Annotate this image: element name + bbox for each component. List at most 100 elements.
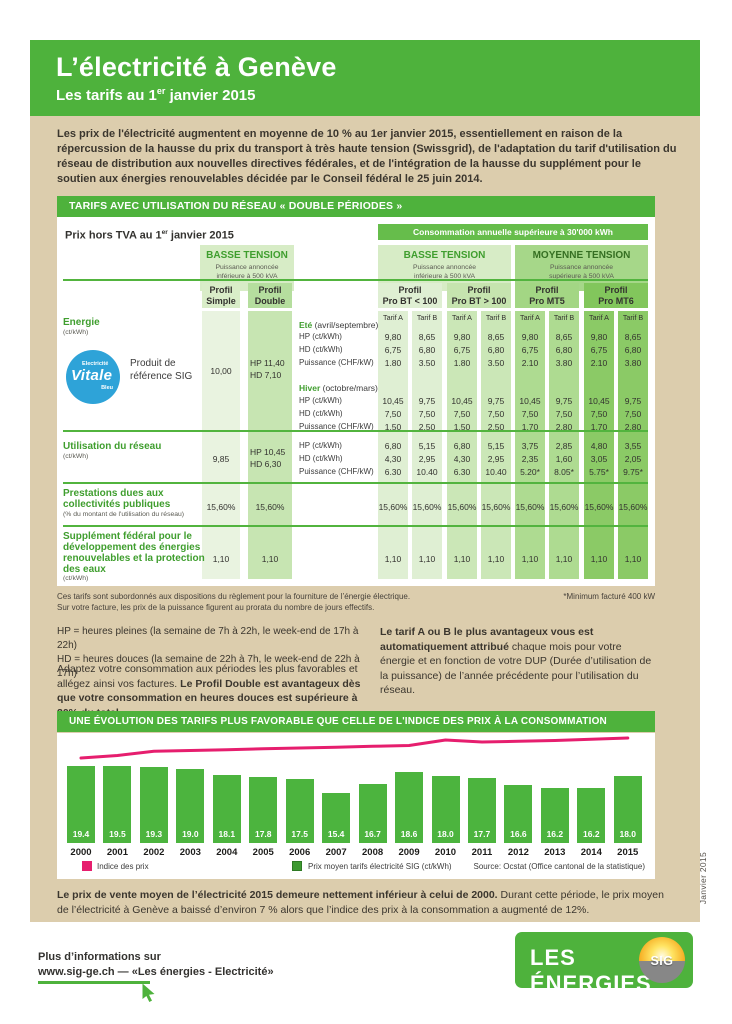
profile-header-simple: Profil Simple bbox=[202, 283, 240, 308]
chart-year-label: 2015 bbox=[617, 847, 639, 858]
tarif-column-header: Tarif B bbox=[416, 313, 438, 322]
tariff-value-cell: 4,30 bbox=[384, 454, 402, 464]
legend-swatch-index bbox=[82, 861, 92, 871]
tariff-value-cell: 7,50 bbox=[453, 409, 471, 419]
chart-bar bbox=[467, 777, 496, 843]
tariff-value-cell: 6,80 bbox=[624, 345, 642, 355]
tariff-value-cell: 2.10 bbox=[521, 358, 539, 368]
sig-logo-text: SIG bbox=[650, 954, 674, 968]
advice-paragraph: Adaptez votre consommation aux périodes … bbox=[57, 662, 372, 720]
chart-bar-value: 17.8 bbox=[254, 829, 272, 839]
tarif-column-header: Tarif A bbox=[383, 313, 403, 322]
tariff-value-cell: 1.70 bbox=[590, 422, 608, 432]
hp-definition: HP = heures pleines (la semaine de 7h à … bbox=[57, 626, 359, 651]
advice-normal: Adaptez votre consommation aux périodes … bbox=[57, 663, 358, 690]
profile-l1: Profil bbox=[209, 285, 233, 295]
row-label-supplement-3: renouvelables et la protection bbox=[63, 553, 205, 564]
tariff-value-cell: 15,60% bbox=[447, 502, 477, 512]
row-divider bbox=[63, 482, 648, 484]
tariff-value-cell: 6,75 bbox=[453, 345, 471, 355]
row-unit-prestations: (% du montant de l'utilisation du réseau… bbox=[63, 511, 185, 518]
tariff-value-cell: 10,45 bbox=[588, 396, 610, 406]
tariff-value-cell: 2,85 bbox=[555, 441, 573, 451]
conclusion-bold: Le prix de vente moyen de l’électricité … bbox=[57, 889, 498, 901]
ete-bold: Eté bbox=[299, 320, 313, 330]
chart-year-label: 2013 bbox=[544, 847, 566, 858]
group-sub2: inférieure à 500 kVA bbox=[216, 272, 278, 280]
profile-header-double: Profil Double bbox=[248, 283, 292, 308]
chart-source: Source: Ocstat (Office cantonal de la st… bbox=[473, 862, 646, 871]
tariff-value-cell: 6.30 bbox=[453, 467, 471, 477]
tariff-value-cell: 15,60% bbox=[515, 502, 545, 512]
sublabel-puissance-utilisation: Puissance (CHF/kW) bbox=[299, 467, 374, 476]
tariff-value-cell: 1,10 bbox=[624, 554, 642, 564]
tariff-value-cell: 9,80 bbox=[590, 332, 608, 342]
tariff-value-cell: 9.75* bbox=[623, 467, 643, 477]
price-evolution-chart: 19.4 2000 19.5 2001 19.3 2002 19.0 2003 18.1 2004… bbox=[57, 733, 655, 879]
tariff-value-cell: 6,75 bbox=[590, 345, 608, 355]
tariff-value-cell: 10,45 bbox=[382, 396, 404, 406]
sig-gray-half bbox=[639, 960, 685, 983]
utilisation-double-hd: HD 6,30 bbox=[250, 459, 282, 469]
sublabel-puissance-hiver: Puissance (CHF/kW) bbox=[299, 422, 374, 431]
profile-l2: Simple bbox=[206, 296, 236, 306]
page-subtitle: Les tarifs au 1er janvier 2015 bbox=[56, 86, 700, 104]
legend-swatch-sig-price bbox=[292, 861, 302, 871]
chart-bar-value: 19.4 bbox=[72, 829, 90, 839]
sig-logo-icon: SIG bbox=[639, 937, 685, 983]
chart-bar bbox=[358, 784, 387, 843]
chart-bar-value: 18.1 bbox=[218, 829, 236, 839]
subtitle-sup: er bbox=[156, 86, 166, 96]
tariff-value-cell: 7,50 bbox=[384, 409, 402, 419]
les-energies-sig-logo: LES ÉNERGIES SIG bbox=[515, 932, 693, 996]
tarif-column-header: Tarif A bbox=[452, 313, 472, 322]
chart-bar bbox=[504, 784, 533, 843]
tariff-value-cell: 1,10 bbox=[384, 554, 402, 564]
tariff-value-cell: 10,45 bbox=[451, 396, 473, 406]
tariff-value-cell: 3,05 bbox=[590, 454, 608, 464]
bars-layer: 19.4 2000 19.5 2001 19.3 2002 19.0 2003 18.1 2004… bbox=[57, 733, 655, 879]
tarif-column-header: Tarif A bbox=[589, 313, 609, 322]
chart-year-label: 2000 bbox=[70, 847, 92, 858]
tariff-value-cell: 1,10 bbox=[521, 554, 539, 564]
group-sub1: Puissance annoncée bbox=[215, 264, 279, 271]
tariff-value-cell: 2.80 bbox=[624, 422, 642, 432]
tariff-value-cell: 7,50 bbox=[624, 409, 642, 419]
tariff-value-cell: 9,75 bbox=[487, 396, 505, 406]
chart-year-label: 2010 bbox=[434, 847, 457, 858]
website-link[interactable]: www.sig-ge.ch bbox=[38, 966, 115, 978]
sublabel-hp-hiver: HP (ct/kWh) bbox=[299, 396, 342, 405]
footnote-minimum: *Minimum facturé 400 kW bbox=[563, 592, 655, 601]
chart-year-label: 2014 bbox=[580, 847, 602, 858]
tariff-value-cell: 15,60% bbox=[481, 502, 511, 512]
column-stripe-tarif-6 bbox=[549, 311, 579, 579]
prestations-simple-value: 15,60% bbox=[206, 502, 236, 512]
chart-bar bbox=[67, 766, 95, 843]
profile-header-pro-bt-lt-100: Profil Pro BT < 100 bbox=[378, 283, 442, 308]
tariff-value-cell: 4,30 bbox=[453, 454, 471, 464]
row-unit-supplement: (ct/kWh) bbox=[63, 575, 89, 582]
tariff-value-cell: 6,80 bbox=[555, 345, 573, 355]
chart-bar-value: 17.7 bbox=[473, 829, 491, 839]
group-title: BASSE TENSION bbox=[206, 250, 288, 261]
row-label-energie: Energie bbox=[63, 317, 100, 328]
tariff-value-cell: 8,65 bbox=[418, 332, 436, 342]
subtitle-pre: Les tarifs au 1 bbox=[56, 87, 157, 104]
badge-main-text: Vitale bbox=[71, 367, 113, 384]
price-note-sup: er bbox=[161, 229, 168, 236]
tariff-value-cell: 6,75 bbox=[521, 345, 539, 355]
chart-bar-value: 16.7 bbox=[364, 829, 381, 839]
tariff-value-cell: 2,95 bbox=[487, 454, 505, 464]
profile-l1: Profil bbox=[258, 285, 282, 295]
chart-bar bbox=[577, 787, 606, 843]
tarif-column-header: Tarif A bbox=[520, 313, 540, 322]
utilisation-simple-value: 9,85 bbox=[212, 454, 230, 464]
profile-l1: Profil bbox=[535, 285, 559, 295]
tariff-value-cell: 9,80 bbox=[453, 332, 471, 342]
tariff-value-cell: 3,55 bbox=[624, 441, 642, 451]
group-sub1: Puissance annoncée bbox=[549, 264, 614, 271]
chart-year-label: 2009 bbox=[398, 847, 420, 858]
sig-sun-half bbox=[639, 937, 685, 961]
tariff-value-cell: 7,50 bbox=[521, 409, 539, 419]
tariff-value-cell: 1,10 bbox=[453, 554, 471, 564]
